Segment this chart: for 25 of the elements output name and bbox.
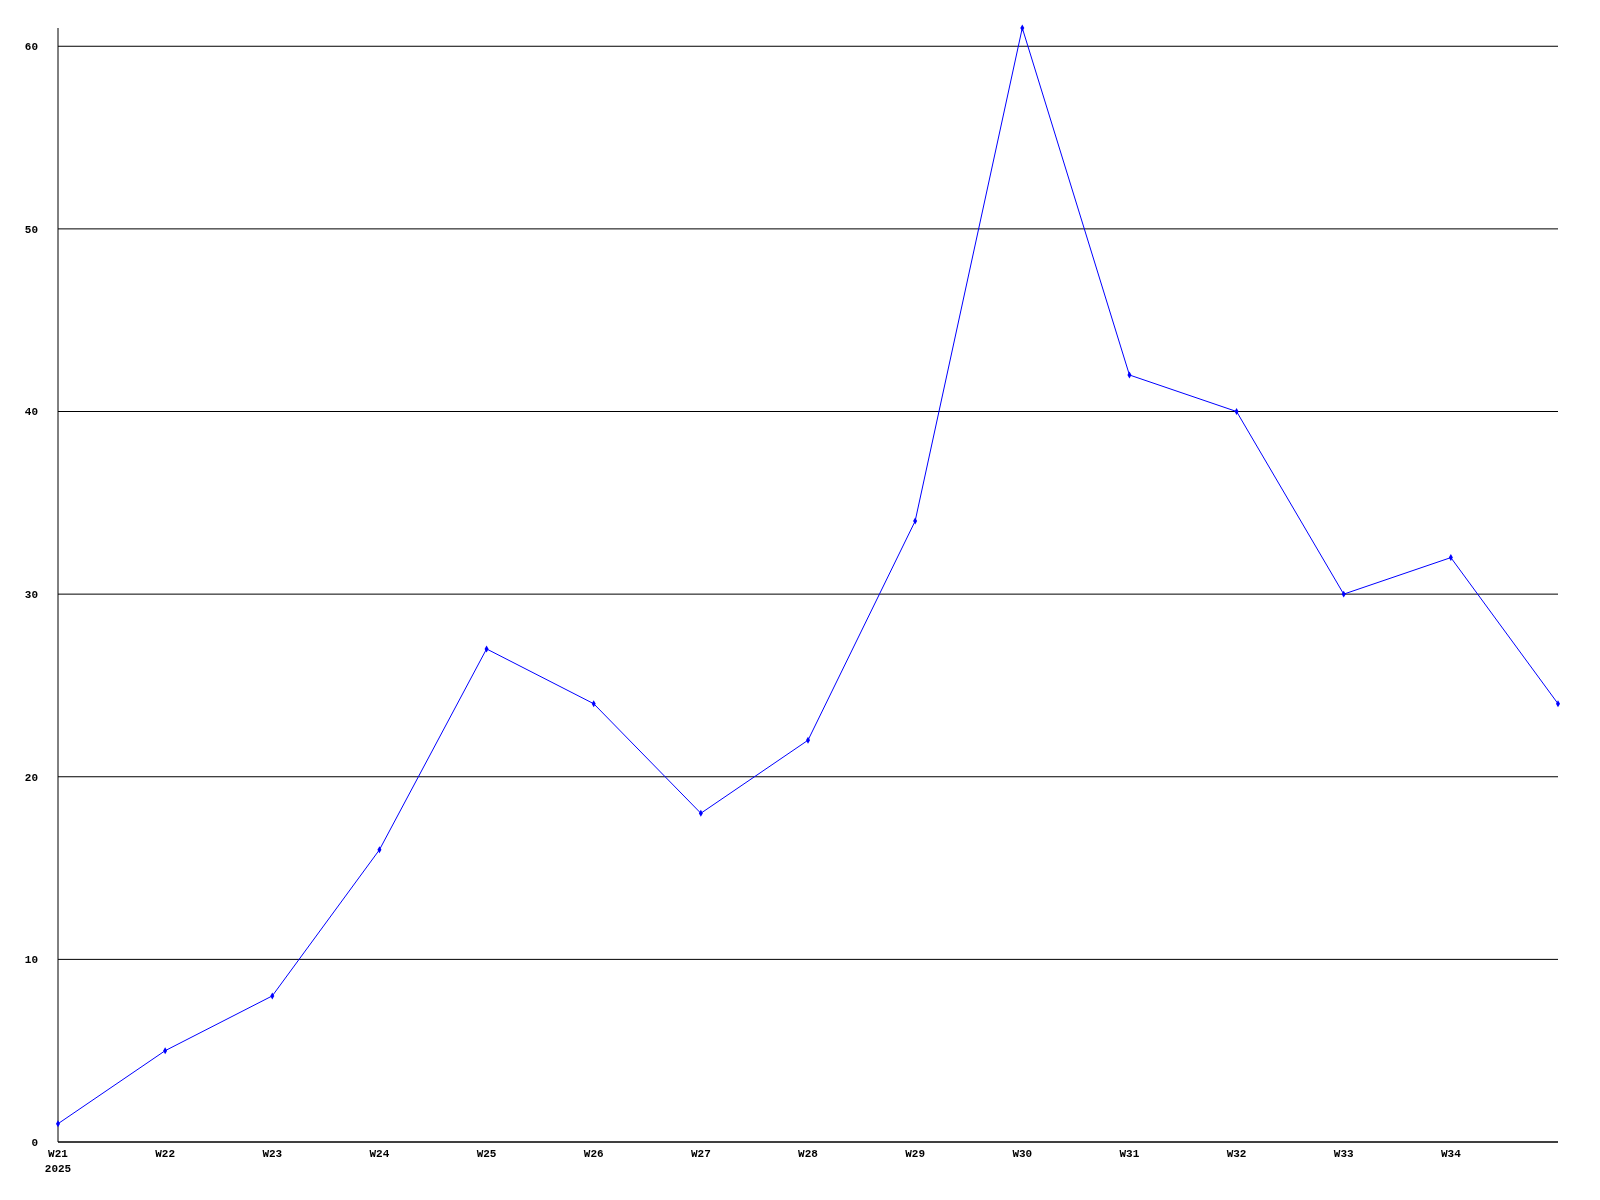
x-tick-label: W27 xyxy=(690,1148,711,1160)
x-tick-label: W34 xyxy=(1440,1148,1462,1160)
x-tick-label: W22 xyxy=(155,1148,176,1160)
y-tick-label: 20 xyxy=(24,771,38,784)
y-tick-label: 40 xyxy=(24,406,38,419)
x-tick-label: W33 xyxy=(1333,1148,1355,1160)
y-tick-label: 10 xyxy=(24,954,38,967)
y-tick-label: 30 xyxy=(24,588,38,601)
x-tick-label: W23 xyxy=(262,1148,283,1160)
point xyxy=(55,1120,61,1128)
point xyxy=(1234,408,1239,415)
y-tick-label: 50 xyxy=(24,223,38,236)
x-tick-label: W31 xyxy=(1119,1148,1140,1160)
y-tick-label: 60 xyxy=(24,41,38,54)
x-tick-label: W24 xyxy=(369,1148,390,1160)
x-tick-label: W28 xyxy=(798,1148,819,1160)
x-tick-label: W26 xyxy=(583,1148,604,1160)
point xyxy=(805,736,811,744)
point xyxy=(1555,700,1561,708)
x-tick-label: W32 xyxy=(1226,1148,1247,1160)
x-tick-label: W25 xyxy=(476,1148,497,1160)
y-tick-label: 0 xyxy=(31,1136,38,1149)
x-tick-label: W29 xyxy=(905,1148,926,1160)
x-tick-label: W21 2025 xyxy=(44,1148,72,1175)
x-tick-label: W30 xyxy=(1012,1148,1033,1160)
